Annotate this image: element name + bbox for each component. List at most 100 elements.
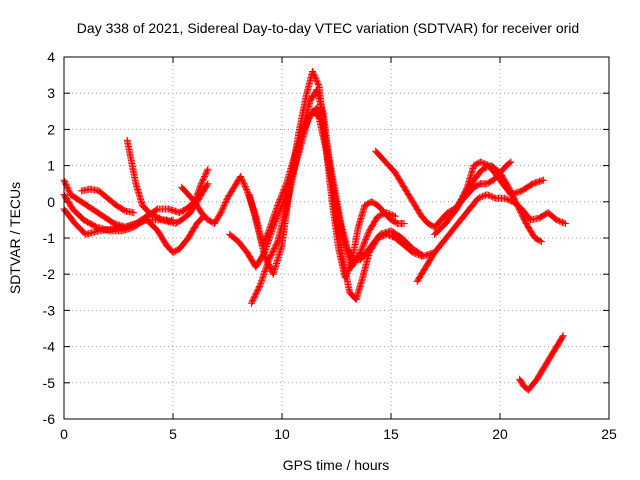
data-point: [506, 159, 514, 167]
data-series: [413, 191, 569, 285]
data-point: [364, 230, 372, 238]
data-point: [201, 171, 209, 179]
y-tick-label: 0: [47, 194, 55, 210]
data-point: [277, 193, 285, 201]
data-point: [363, 233, 371, 241]
y-tick-label: -3: [43, 302, 56, 318]
data-point: [266, 224, 274, 232]
data-point: [65, 186, 73, 194]
data-point: [165, 218, 173, 226]
data-point: [536, 237, 544, 245]
data-point: [506, 197, 514, 205]
data-point: [241, 183, 249, 191]
data-point: [263, 231, 271, 239]
data-point: [264, 228, 272, 236]
data-point: [378, 211, 386, 218]
x-tick-label: 25: [601, 426, 617, 442]
y-tick-label: 2: [47, 121, 55, 137]
data-point: [203, 167, 211, 175]
data-point: [482, 160, 490, 168]
data-point: [61, 179, 69, 187]
y-tick-label: -2: [43, 266, 56, 282]
data-point: [386, 210, 393, 218]
data-point: [222, 199, 229, 206]
data-point: [262, 233, 270, 241]
data-point: [361, 237, 369, 245]
data-point: [489, 193, 497, 201]
data-point: [198, 178, 206, 186]
y-axis-label: SDTVAR / TECUs: [7, 182, 23, 294]
data-point: [477, 193, 485, 201]
data-point: [63, 183, 71, 191]
data-point: [243, 186, 250, 193]
data-point: [311, 72, 318, 80]
data-series: [431, 158, 548, 238]
data-series: [516, 332, 567, 394]
data-point: [312, 75, 320, 83]
data-point: [557, 218, 565, 226]
data-point: [505, 196, 513, 204]
data-point: [484, 191, 492, 199]
data-point: [383, 209, 391, 217]
data-point: [237, 174, 245, 182]
y-tick-label: 4: [47, 49, 55, 65]
data-point: [281, 184, 289, 192]
chart-title: Day 338 of 2021, Sidereal Day-to-day VTE…: [77, 20, 579, 36]
data-point: [480, 165, 488, 173]
data-point: [222, 197, 230, 205]
data-point: [197, 180, 205, 188]
data-point: [309, 68, 316, 75]
data-point: [242, 184, 250, 192]
data-point: [220, 201, 228, 209]
data-point: [479, 165, 487, 173]
data-point: [374, 212, 382, 220]
data-point: [264, 230, 272, 238]
data-point: [391, 212, 399, 220]
data-point: [375, 212, 383, 220]
data-point: [260, 237, 268, 245]
data-series: [60, 205, 207, 256]
data-point: [199, 175, 207, 183]
data-point: [65, 188, 73, 196]
data-point: [169, 216, 177, 224]
data-point: [202, 170, 210, 178]
data-point: [561, 220, 569, 227]
data-point: [203, 181, 211, 189]
data-point: [358, 246, 366, 254]
data-point: [280, 186, 288, 193]
data-point: [481, 160, 489, 168]
data-point: [359, 243, 367, 251]
data-point: [361, 238, 368, 246]
data-point: [203, 168, 211, 176]
data-point: [311, 73, 319, 81]
data-point: [219, 204, 227, 212]
data-point: [275, 197, 283, 205]
y-tick-label: -4: [43, 339, 56, 355]
data-point: [387, 211, 395, 218]
data-point: [64, 185, 72, 193]
data-points: [60, 68, 569, 394]
data-point: [500, 194, 508, 202]
data-point: [310, 70, 318, 78]
data-point: [199, 177, 207, 185]
y-tick-label: 1: [47, 158, 55, 174]
data-point: [278, 190, 286, 198]
x-tick-label: 20: [492, 426, 508, 442]
data-point: [200, 174, 208, 182]
data-point: [479, 159, 487, 167]
data-point: [278, 191, 286, 199]
data-point: [274, 200, 282, 208]
data-point: [270, 212, 278, 220]
data-point: [277, 194, 284, 202]
data-point: [503, 195, 511, 203]
data-point: [478, 159, 486, 167]
data-point: [540, 176, 548, 184]
data-point: [507, 158, 515, 166]
data-point: [258, 241, 266, 249]
data-point: [556, 217, 564, 225]
x-tick-label: 5: [169, 426, 177, 442]
y-tick-label: -1: [43, 230, 56, 246]
data-point: [274, 201, 282, 209]
data-point: [281, 183, 289, 191]
data-point: [241, 181, 248, 189]
